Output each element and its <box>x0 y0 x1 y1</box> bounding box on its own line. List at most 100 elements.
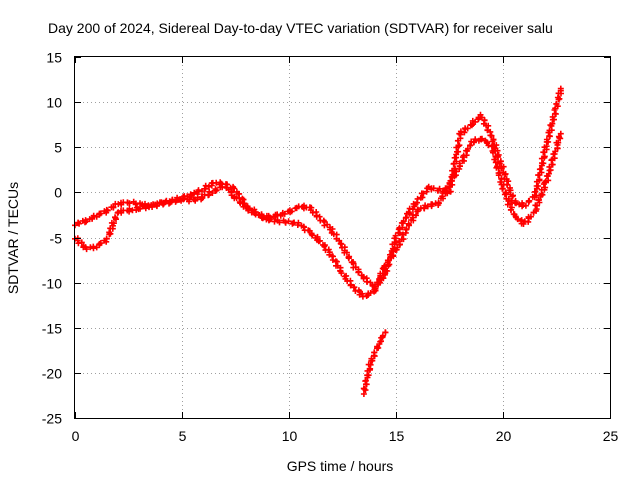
data-point <box>368 355 375 362</box>
data-point <box>281 210 288 217</box>
data-point <box>76 220 83 227</box>
data-point <box>321 243 328 250</box>
data-point <box>461 157 467 164</box>
data-point <box>347 282 354 289</box>
data-point <box>468 122 475 129</box>
data-point <box>374 279 381 286</box>
data-point <box>414 195 421 202</box>
data-point <box>274 211 281 218</box>
data-point <box>522 202 529 209</box>
data-point <box>420 190 427 197</box>
data-point <box>479 135 485 142</box>
data-point <box>233 195 240 202</box>
data-point <box>536 166 543 173</box>
data-point <box>363 381 370 388</box>
data-point <box>467 142 473 149</box>
data-point <box>90 212 97 219</box>
data-point <box>231 185 238 192</box>
data-point <box>472 118 479 125</box>
data-point <box>300 223 307 230</box>
data-point <box>288 208 295 215</box>
data-point <box>360 385 367 392</box>
y-tick-label: 5 <box>54 140 62 156</box>
data-point <box>137 205 144 212</box>
data-point <box>245 206 252 213</box>
data-point <box>267 216 274 222</box>
data-point <box>487 132 494 139</box>
data-point <box>498 175 505 182</box>
data-point <box>355 268 362 275</box>
data-point <box>405 220 412 227</box>
data-point <box>381 262 388 269</box>
data-point <box>490 149 496 156</box>
data-point <box>126 205 133 212</box>
data-point <box>379 332 386 339</box>
data-point <box>557 130 564 137</box>
chart-title: Day 200 of 2024, Sidereal Day-to-day VTE… <box>48 20 553 36</box>
data-point <box>436 185 443 192</box>
x-axis-title: GPS time / hours <box>287 458 394 474</box>
data-point <box>508 206 515 213</box>
data-point <box>377 338 384 345</box>
data-point <box>493 142 500 149</box>
y-tick-label: -20 <box>42 366 62 382</box>
data-point <box>531 189 538 195</box>
data-point <box>228 192 235 199</box>
data-point <box>557 85 564 92</box>
data-point <box>172 198 179 205</box>
data-point <box>513 200 519 207</box>
data-point <box>83 246 90 253</box>
data-point <box>337 240 344 247</box>
data-point <box>163 197 170 204</box>
data-point <box>492 153 499 160</box>
plot-frame <box>74 56 611 419</box>
data-point <box>103 235 110 242</box>
data-point <box>375 344 382 351</box>
data-point <box>435 199 442 206</box>
data-point <box>367 290 374 296</box>
data-point <box>405 209 412 216</box>
data-point <box>285 218 292 225</box>
data-point <box>110 220 117 227</box>
data-point <box>475 115 482 122</box>
data-point <box>430 185 437 192</box>
data-point <box>443 185 450 192</box>
x-tick-label: 5 <box>179 428 187 444</box>
data-point <box>429 201 436 208</box>
data-point <box>213 187 220 194</box>
data-point <box>276 219 283 226</box>
data-point <box>199 195 206 202</box>
data-point <box>552 111 559 117</box>
data-point <box>413 212 419 219</box>
data-point <box>464 125 471 132</box>
grid <box>75 57 610 418</box>
y-tick-label: -25 <box>42 411 62 427</box>
x-tick-label: 0 <box>72 428 80 444</box>
data-point <box>104 207 111 214</box>
data-point <box>345 255 352 262</box>
x-tick-label: 15 <box>389 428 405 444</box>
data-point <box>309 232 316 239</box>
x-tick-label: 20 <box>496 428 512 444</box>
data-point <box>500 181 507 188</box>
data-point <box>457 128 464 135</box>
data-points <box>72 85 564 397</box>
data-point <box>546 133 553 140</box>
data-point <box>447 188 454 195</box>
data-point <box>442 190 449 197</box>
data-point <box>382 329 389 336</box>
data-point <box>495 172 502 179</box>
data-point <box>555 139 562 146</box>
data-point <box>421 205 428 212</box>
data-point <box>259 215 266 222</box>
data-point <box>372 285 379 292</box>
data-point <box>385 257 392 264</box>
data-point <box>535 197 542 204</box>
data-point <box>237 200 244 207</box>
data-point <box>112 214 118 221</box>
data-point <box>83 218 90 225</box>
data-point <box>456 142 463 149</box>
data-point <box>402 214 409 221</box>
data-point <box>549 161 556 168</box>
